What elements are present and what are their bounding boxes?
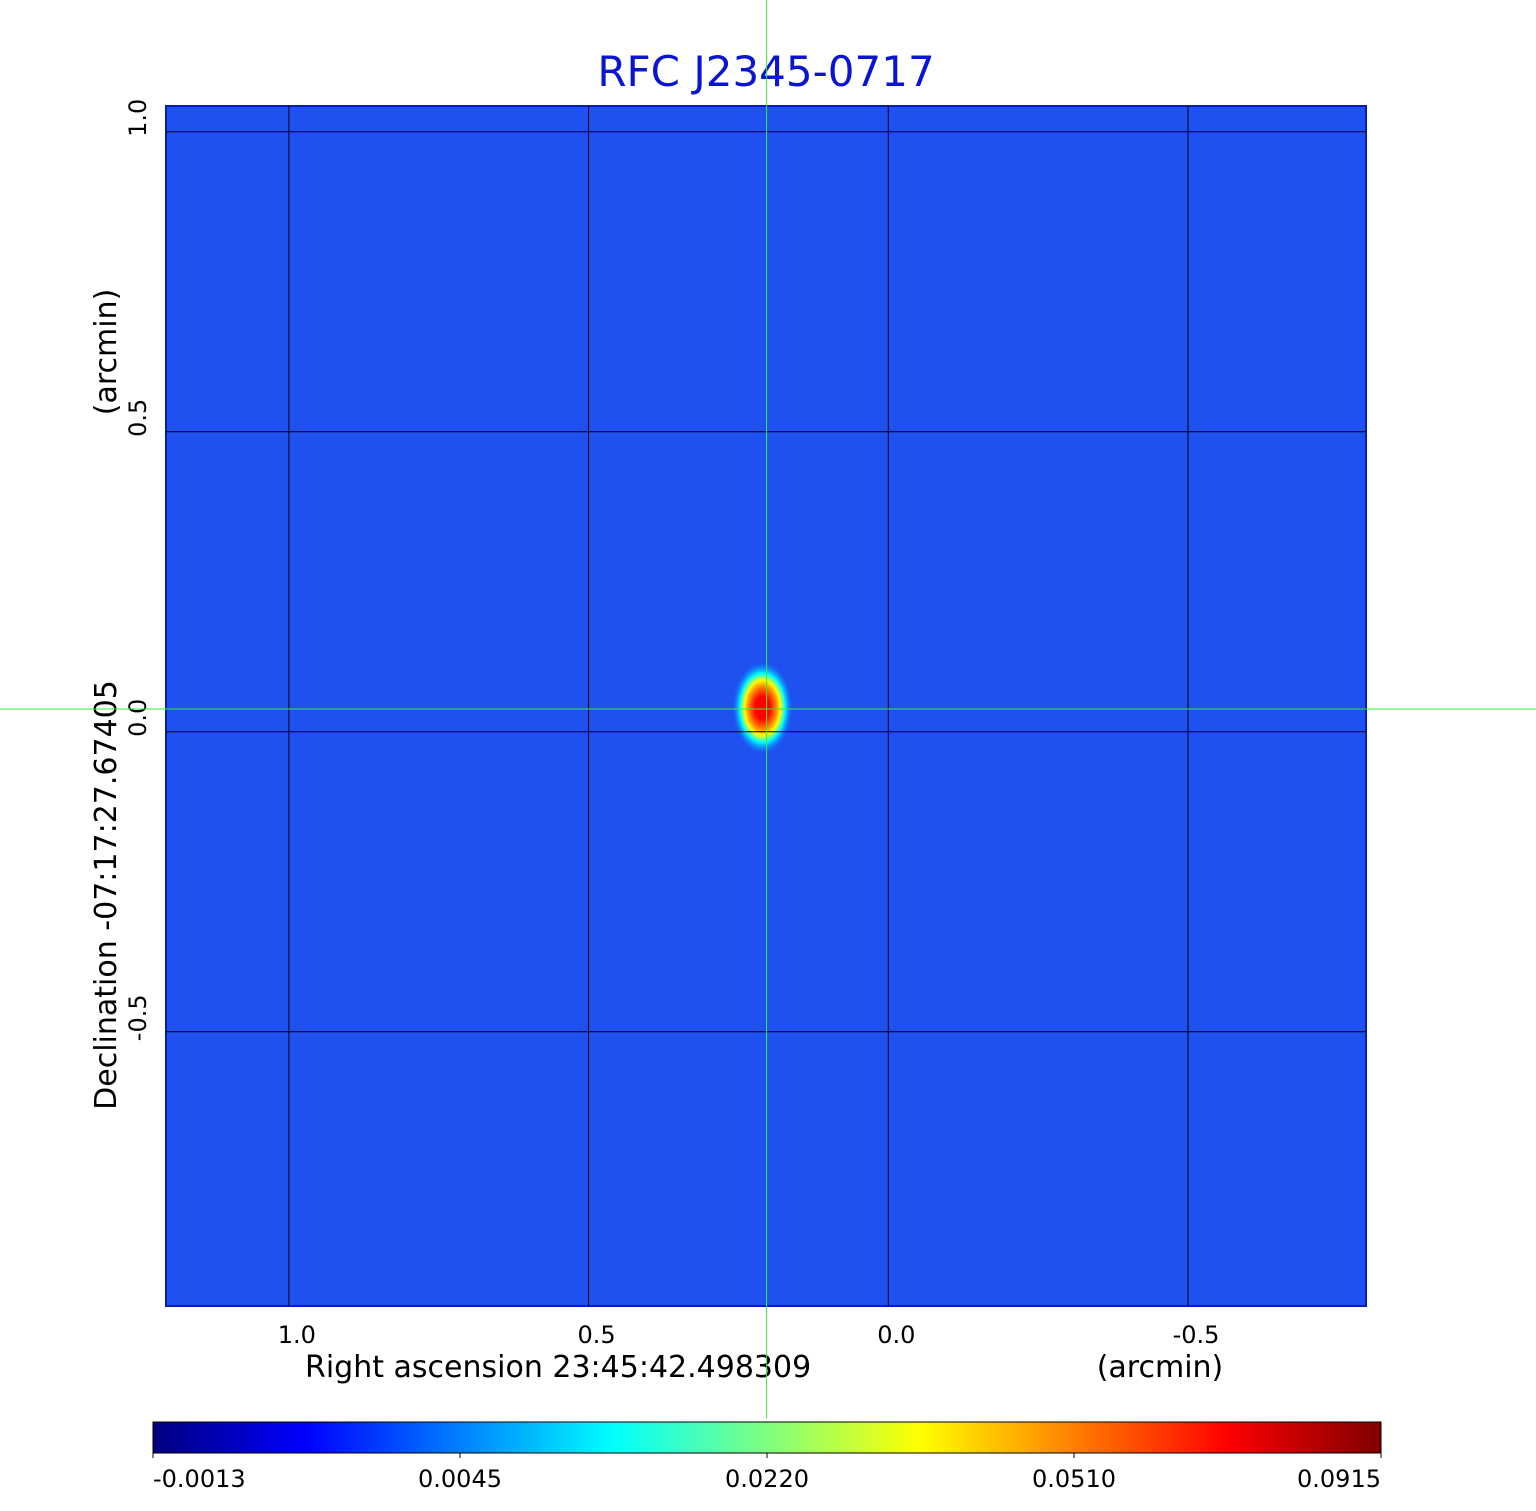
y-tick-label: 0.0: [124, 699, 152, 737]
colorbar-tick-label: 0.0220: [725, 1465, 809, 1493]
y-tick-label: -0.5: [124, 994, 152, 1041]
colorbar-tick-label: -0.0013: [153, 1465, 246, 1493]
x-tick-label: 0.5: [577, 1321, 615, 1349]
y-axis-label: Declination -07:17:27.67405: [89, 680, 124, 1110]
x-tick-label: 0.0: [877, 1321, 915, 1349]
colorbar-tick-label: 0.0045: [418, 1465, 502, 1493]
x-axis-unit: (arcmin): [1097, 1350, 1224, 1385]
y-axis-unit: (arcmin): [89, 289, 124, 416]
y-tick-label: 0.5: [124, 399, 152, 437]
colorbar-tick-label: 0.0510: [1032, 1465, 1116, 1493]
source: [732, 661, 793, 754]
x-axis-label: Right ascension 23:45:42.498309: [305, 1350, 811, 1385]
y-tick-label: 1.0: [124, 99, 152, 137]
chart-title: RFC J2345-0717: [597, 47, 934, 96]
x-tick-label: -0.5: [1173, 1321, 1220, 1349]
colorbar: [152, 1421, 1382, 1454]
x-tick-label: 1.0: [278, 1321, 316, 1349]
colorbar-tick-label: 0.0915: [1297, 1465, 1381, 1493]
